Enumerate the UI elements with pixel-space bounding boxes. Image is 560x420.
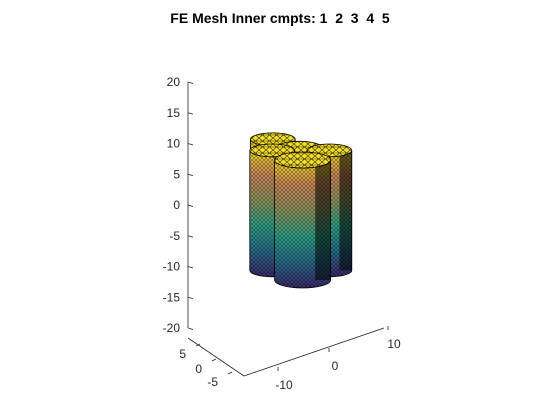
- x-tick-label: 10: [387, 337, 401, 351]
- z-tick-mark: [187, 81, 194, 84]
- y-tick-mark: [195, 343, 201, 347]
- z-tick-label: 15: [167, 106, 181, 120]
- z-tick-mark: [187, 266, 194, 269]
- z-tick-label: -15: [163, 290, 181, 304]
- z-tick-mark: [187, 112, 194, 115]
- z-tick-label: 10: [167, 137, 181, 151]
- cylinder-5: [274, 151, 332, 289]
- cylinder-shade: [315, 160, 331, 280]
- z-tick-label: -10: [163, 260, 181, 274]
- z-tick-mark: [187, 143, 194, 146]
- z-tick-label: -20: [163, 321, 181, 335]
- z-tick-mark: [187, 204, 194, 207]
- z-tick-label: -5: [169, 229, 180, 243]
- y-tick-mark: [227, 371, 233, 375]
- y-tick-mark: [211, 358, 217, 362]
- z-tick-mark: [187, 235, 194, 238]
- y-tick-label: 5: [179, 347, 186, 361]
- z-tick-mark: [187, 327, 194, 330]
- x-tick-label: 0: [332, 359, 339, 373]
- chart-title: FE Mesh Inner cmpts: 1 2 3 4 5: [170, 10, 390, 26]
- z-tick-mark: [187, 173, 194, 177]
- cylinder-shade: [339, 150, 352, 271]
- cylinders-group: [249, 132, 353, 289]
- x-tick-label: -10: [275, 378, 293, 392]
- y-tick-label: 0: [195, 362, 202, 376]
- z-tick-label: 5: [173, 167, 180, 181]
- z-tick-mark: [187, 296, 194, 300]
- y-tick-label: -5: [207, 375, 218, 389]
- z-tick-label: 20: [167, 75, 181, 89]
- z-tick-label: 0: [173, 198, 180, 212]
